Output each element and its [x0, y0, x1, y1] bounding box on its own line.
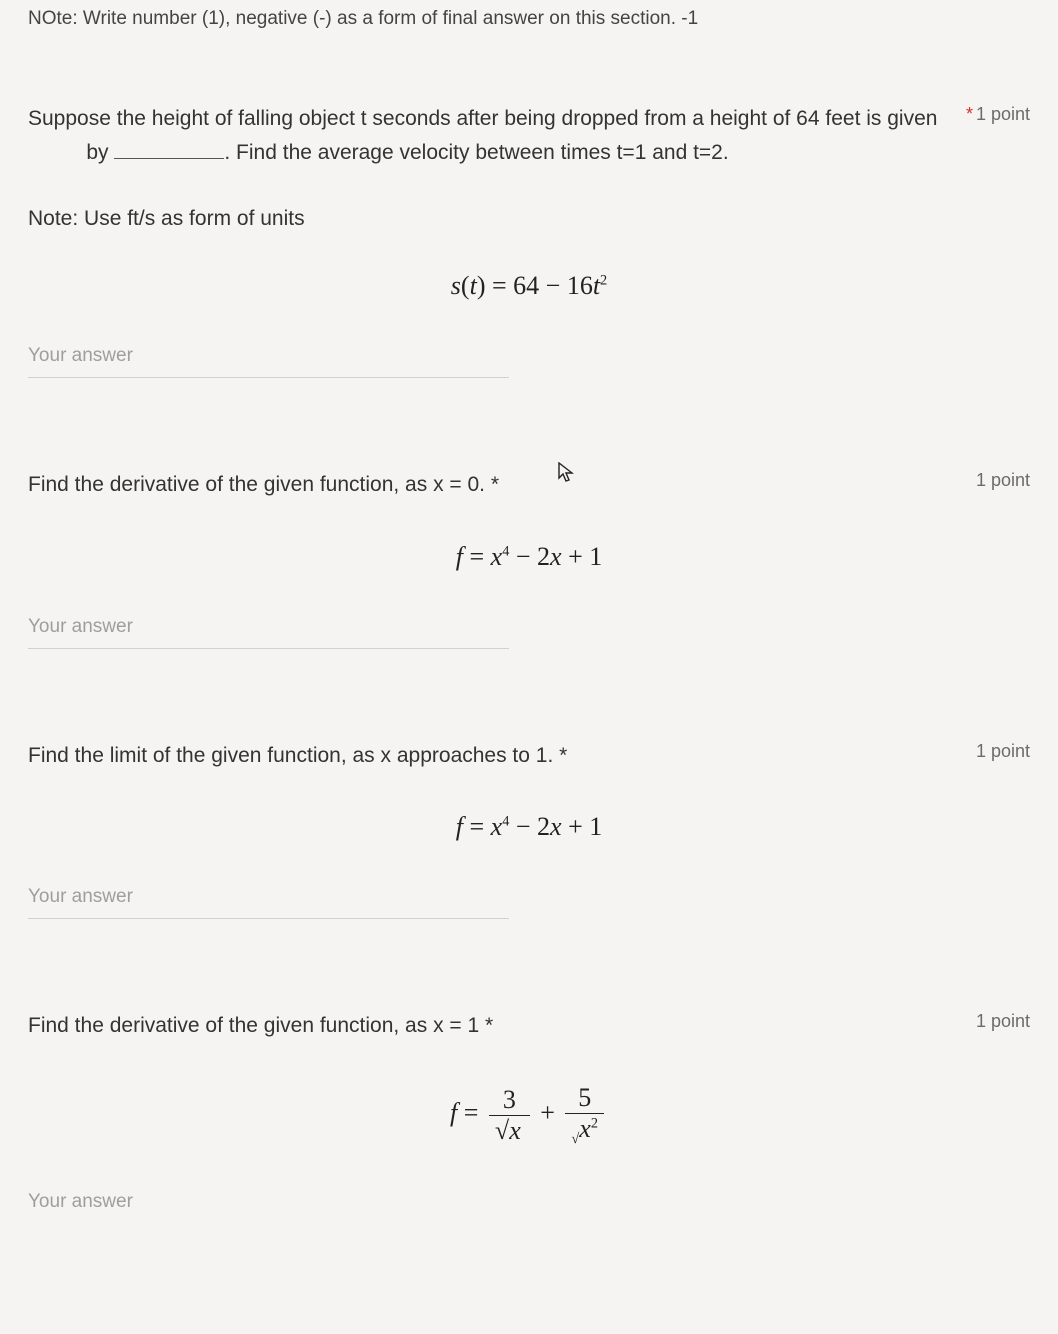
q1-text-pre: Suppose the height of falling object t s…: [28, 107, 937, 130]
question-3: Find the limit of the given function, as…: [28, 739, 1030, 920]
q1-text-post: . Find the average velocity between time…: [224, 141, 728, 164]
question-1-header: Suppose the height of falling object t s…: [28, 102, 1030, 169]
q2-points: 1 point: [976, 470, 1030, 491]
question-3-header: Find the limit of the given function, as…: [28, 739, 1030, 773]
q1-points: *1 point: [966, 104, 1030, 125]
question-1-text: Suppose the height of falling object t s…: [28, 102, 966, 169]
question-2: Find the derivative of the given functio…: [28, 468, 1030, 649]
q4-answer-input[interactable]: Your answer: [28, 1191, 509, 1223]
question-1: Suppose the height of falling object t s…: [28, 102, 1030, 378]
q4-frac1-num: 3: [489, 1085, 530, 1116]
required-asterisk: *: [966, 104, 973, 124]
question-4: Find the derivative of the given functio…: [28, 1009, 1030, 1223]
q4-frac2-num: 5: [565, 1083, 604, 1114]
q4-frac1-den: x: [489, 1116, 530, 1146]
question-3-text: Find the limit of the given function, as…: [28, 739, 976, 773]
q4-frac2: 5 √x2: [565, 1083, 604, 1148]
q3-answer-input[interactable]: Your answer: [28, 886, 509, 919]
question-4-header: Find the derivative of the given functio…: [28, 1009, 1030, 1043]
q2-answer-input[interactable]: Your answer: [28, 616, 509, 649]
q3-formula: f = x4 − 2x + 1: [28, 812, 1030, 842]
q4-formula: f = 3 x + 5 √x2: [28, 1083, 1030, 1148]
q4-frac1: 3 x: [489, 1085, 530, 1146]
q4-frac2-den: √x2: [565, 1114, 604, 1148]
question-4-text: Find the derivative of the given functio…: [28, 1009, 976, 1043]
q1-points-text: 1 point: [976, 104, 1030, 124]
form-container: NOte: Write number (1), negative (-) as …: [0, 0, 1058, 1281]
q4-plus: +: [540, 1098, 555, 1127]
q1-blank: [114, 138, 224, 159]
q1-by-word: by: [86, 141, 108, 164]
q1-subnote: Note: Use ft/s as form of units: [28, 207, 1030, 231]
q4-points: 1 point: [976, 1011, 1030, 1032]
question-2-header: Find the derivative of the given functio…: [28, 468, 1030, 502]
q1-formula: s(t) = 64 − 16t2: [28, 271, 1030, 301]
question-2-text: Find the derivative of the given functio…: [28, 468, 976, 502]
section-note: NOte: Write number (1), negative (-) as …: [28, 8, 1030, 30]
q3-points: 1 point: [976, 741, 1030, 762]
q2-formula: f = x4 − 2x + 1: [28, 542, 1030, 572]
q1-answer-input[interactable]: Your answer: [28, 345, 509, 378]
